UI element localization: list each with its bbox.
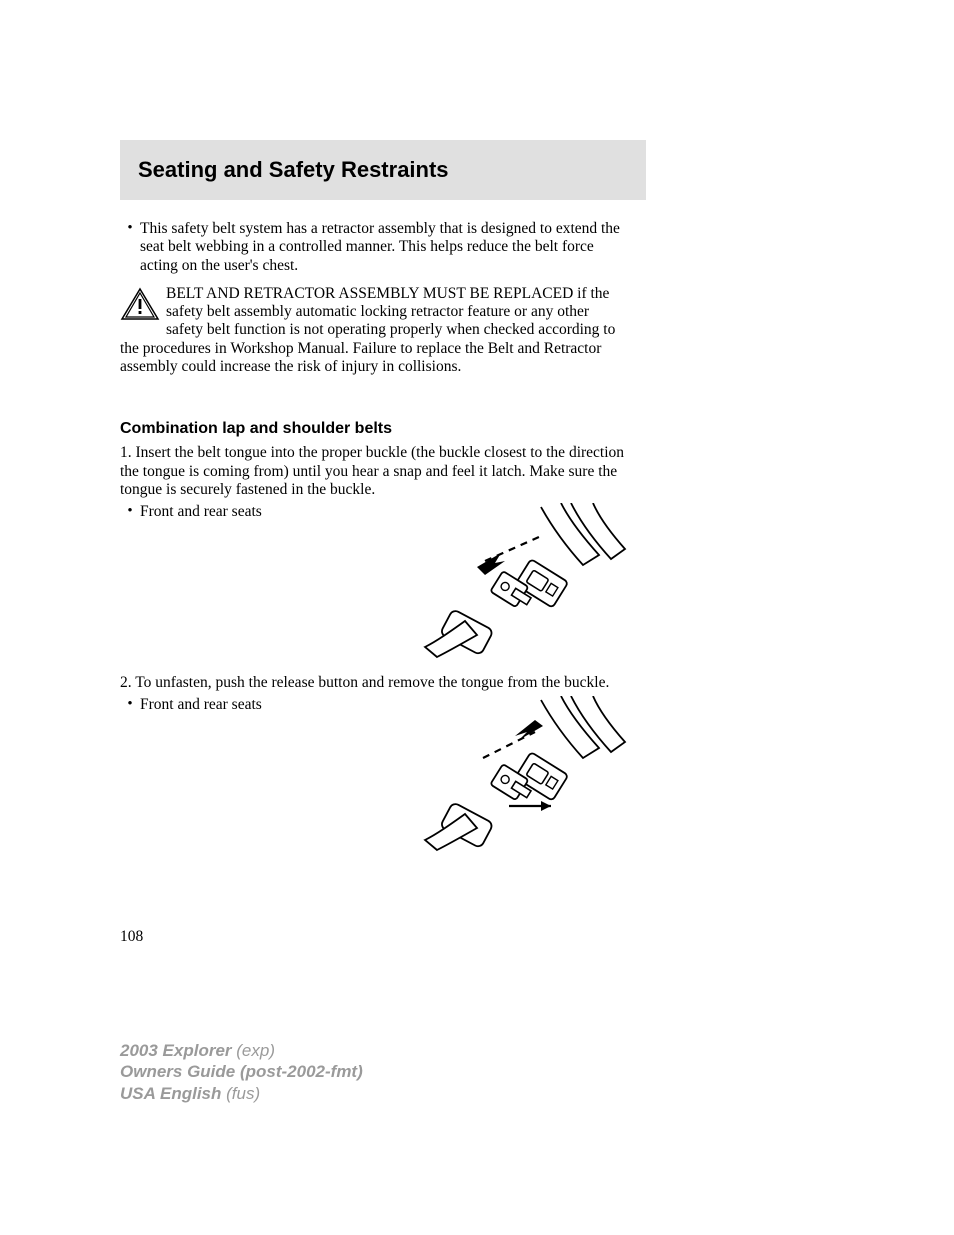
warning-text: BELT AND RETRACTOR ASSEMBLY MUST BE REPL… — [120, 285, 615, 375]
footer-line-3-bold: USA English — [120, 1084, 226, 1103]
step-1-text: 1. Insert the belt tongue into the prope… — [120, 444, 628, 499]
page-number: 108 — [120, 928, 143, 946]
footer-line-3: USA English (fus) — [120, 1083, 363, 1104]
bullet-dot: • — [120, 696, 140, 714]
section-title: Seating and Safety Restraints — [138, 157, 449, 183]
footer-line-1-bold: 2003 Explorer — [120, 1041, 236, 1060]
step-2-figure-row: • Front and rear seats — [120, 696, 628, 861]
warning-block: BELT AND RETRACTOR ASSEMBLY MUST BE REPL… — [120, 285, 628, 376]
footer-line-2: Owners Guide (post-2002-fmt) — [120, 1061, 363, 1082]
step-2-bullet-row: • Front and rear seats — [120, 696, 413, 714]
footer-line-1: 2003 Explorer (exp) — [120, 1040, 363, 1061]
section-header: Seating and Safety Restraints — [120, 140, 646, 200]
intro-bullet-row: • This safety belt system has a retracto… — [120, 220, 628, 275]
bullet-dot: • — [120, 220, 140, 275]
body-column: • This safety belt system has a retracto… — [120, 220, 628, 861]
seatbelt-fasten-figure — [413, 503, 628, 666]
step-2-bullet-text: Front and rear seats — [140, 696, 413, 714]
subheading: Combination lap and shoulder belts — [120, 420, 628, 438]
intro-bullet-text: This safety belt system has a retractor … — [140, 220, 628, 275]
warning-icon — [120, 287, 160, 326]
step-1-bullet-row: • Front and rear seats — [120, 503, 413, 521]
bullet-dot: • — [120, 503, 140, 521]
step-1-bullet-text: Front and rear seats — [140, 503, 413, 521]
step-1-figure-row: • Front and rear seats — [120, 503, 628, 666]
footer-line-3-ital: (fus) — [226, 1084, 260, 1103]
page: Seating and Safety Restraints • This saf… — [0, 0, 954, 1235]
seatbelt-unfasten-figure — [413, 696, 628, 861]
footer: 2003 Explorer (exp) Owners Guide (post-2… — [120, 1040, 363, 1104]
footer-line-1-ital: (exp) — [236, 1041, 275, 1060]
step-2-text: 2. To unfasten, push the release button … — [120, 674, 628, 692]
footer-line-2-bold: Owners Guide (post-2002-fmt) — [120, 1062, 363, 1081]
